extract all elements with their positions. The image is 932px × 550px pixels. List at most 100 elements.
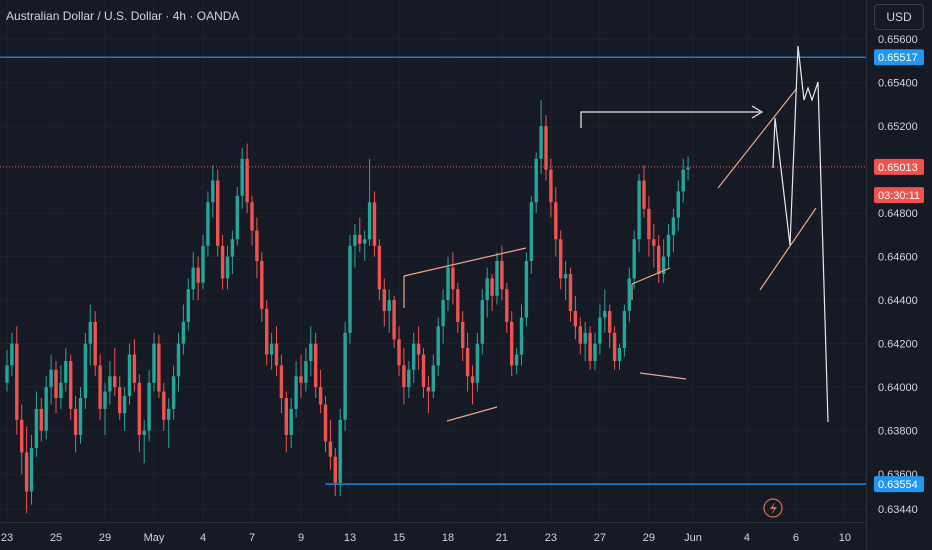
candle-body bbox=[147, 382, 151, 431]
candle-body bbox=[186, 289, 190, 322]
price-badge: 0.65013 bbox=[874, 158, 924, 175]
badge-bg bbox=[874, 49, 924, 66]
candle-body bbox=[220, 245, 225, 279]
candle-body bbox=[181, 321, 186, 344]
candle-body bbox=[103, 391, 107, 409]
candle bbox=[245, 143, 249, 214]
candle-body bbox=[549, 169, 553, 203]
x-tick-label: 6 bbox=[793, 532, 799, 544]
candle bbox=[64, 348, 68, 392]
y-tick-label: 0.63800 bbox=[878, 426, 918, 438]
candle-body bbox=[54, 369, 58, 399]
candle bbox=[186, 278, 190, 331]
y-tick-label: 0.65600 bbox=[878, 34, 918, 46]
candle-body bbox=[412, 343, 416, 370]
candle bbox=[284, 391, 288, 453]
candle-body bbox=[93, 321, 97, 366]
x-tick-label: 13 bbox=[344, 532, 356, 544]
lightning-circle bbox=[763, 498, 783, 518]
x-tick-label: 4 bbox=[744, 532, 750, 544]
candle-body bbox=[583, 332, 587, 344]
candle-body bbox=[681, 169, 685, 192]
candle bbox=[122, 387, 127, 431]
candle bbox=[539, 100, 543, 174]
candle-body bbox=[157, 343, 161, 392]
candle bbox=[10, 332, 14, 377]
x-tick-label: 18 bbox=[442, 532, 454, 544]
badge-bg bbox=[874, 187, 924, 204]
candle-body bbox=[162, 391, 166, 420]
candle bbox=[240, 147, 244, 209]
candle-body bbox=[387, 300, 391, 312]
candle bbox=[348, 234, 352, 344]
candle bbox=[147, 369, 151, 442]
candle-body bbox=[485, 278, 489, 301]
candle-body bbox=[127, 354, 132, 396]
candle bbox=[495, 252, 499, 305]
candle-body bbox=[171, 376, 176, 409]
candle bbox=[15, 326, 19, 435]
candle-body bbox=[524, 261, 529, 318]
y-tick-label: 0.64800 bbox=[878, 208, 918, 220]
candle-body bbox=[627, 278, 631, 312]
candle bbox=[573, 295, 578, 340]
candle bbox=[451, 252, 455, 305]
currency-button[interactable]: USD bbox=[874, 4, 924, 30]
price-badge: 03:30:11 bbox=[874, 187, 924, 204]
candle bbox=[216, 169, 220, 257]
candle bbox=[612, 326, 617, 370]
candle bbox=[328, 419, 333, 470]
candle bbox=[407, 361, 411, 399]
candle-body bbox=[250, 202, 254, 231]
candle bbox=[108, 361, 112, 405]
candle bbox=[181, 304, 186, 355]
candle bbox=[412, 332, 416, 383]
candle-body bbox=[436, 326, 440, 366]
candle bbox=[304, 348, 308, 392]
candle bbox=[93, 311, 97, 377]
candle bbox=[568, 267, 573, 322]
candle-body bbox=[304, 361, 308, 383]
candle-body bbox=[622, 311, 627, 348]
candle-body bbox=[514, 354, 519, 366]
candle bbox=[559, 230, 563, 290]
trendline bbox=[759, 207, 817, 291]
candle bbox=[436, 317, 440, 377]
candle bbox=[524, 252, 529, 327]
candle-body bbox=[348, 245, 352, 333]
candle bbox=[622, 304, 627, 357]
candle bbox=[431, 354, 435, 399]
candle bbox=[29, 435, 34, 505]
lightning-icon bbox=[763, 498, 783, 518]
candle bbox=[519, 304, 524, 366]
candle-body bbox=[676, 191, 680, 218]
candle bbox=[338, 408, 342, 496]
candle bbox=[480, 289, 484, 355]
y-tick-label: 0.65400 bbox=[878, 78, 918, 90]
candle-body bbox=[201, 245, 205, 283]
candle-body bbox=[15, 343, 19, 420]
candle bbox=[49, 354, 53, 405]
x-tick-label: 21 bbox=[496, 532, 508, 544]
y-tick-label: 0.63440 bbox=[878, 504, 918, 516]
candle bbox=[196, 256, 200, 301]
candle-body bbox=[279, 365, 284, 399]
trendline bbox=[717, 87, 798, 189]
candle-body bbox=[510, 321, 514, 366]
candle bbox=[299, 354, 303, 399]
candle-body bbox=[176, 343, 181, 377]
candle bbox=[260, 252, 264, 322]
candle bbox=[661, 239, 666, 283]
candle bbox=[88, 304, 92, 366]
candle-body bbox=[289, 408, 293, 435]
candle bbox=[632, 230, 636, 290]
projection-path bbox=[772, 45, 829, 423]
candle-body bbox=[78, 398, 83, 435]
candle-body bbox=[216, 180, 220, 246]
candle-body bbox=[152, 343, 156, 383]
x-tick-label: 29 bbox=[99, 532, 111, 544]
x-tick-label: May bbox=[144, 532, 165, 544]
candle-body bbox=[83, 343, 88, 399]
candle-body bbox=[333, 456, 337, 483]
